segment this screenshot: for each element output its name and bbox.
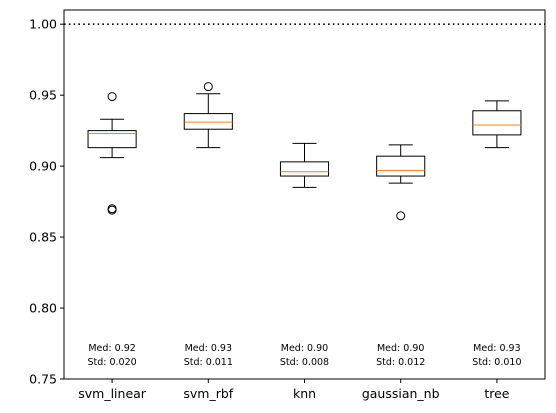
- annotation-std: Std: 0.010: [472, 357, 521, 368]
- box-iqr: [183, 113, 233, 130]
- outlier-point: [107, 92, 117, 102]
- axes: 0.75 0.80 0.85 0.90 0.95 1.00 svm_linear svm_rb…: [29, 17, 510, 401]
- plot-area: [64, 10, 545, 379]
- x-tick-label: knn: [293, 386, 316, 401]
- annotation-std: Std: 0.020: [87, 357, 136, 368]
- y-tick-label: 0.80: [29, 301, 57, 316]
- box-svm_rbf: Med: 0.93 Std: 0.011: [183, 82, 233, 368]
- annotation-median: Med: 0.93: [473, 343, 520, 354]
- outlier-point: [396, 211, 406, 221]
- box-svm_linear: Med: 0.92 Std: 0.020: [87, 92, 137, 368]
- y-tick-label: 0.75: [29, 372, 57, 387]
- annotation-std: Std: 0.008: [280, 357, 329, 368]
- y-tick-label: 0.90: [29, 159, 57, 174]
- x-tick-label: svm_rbf: [183, 386, 233, 401]
- box-tree: Med: 0.93 Std: 0.010: [472, 100, 522, 368]
- outlier-point: [203, 82, 213, 92]
- box-knn: Med: 0.90 Std: 0.008: [279, 142, 330, 368]
- annotation-median: Med: 0.90: [281, 343, 328, 354]
- y-tick-label: 0.95: [29, 88, 57, 103]
- x-tick-label: tree: [484, 386, 509, 401]
- y-tick-label: 0.85: [29, 230, 57, 245]
- box-iqr: [376, 155, 426, 177]
- box-iqr: [279, 161, 330, 177]
- box-iqr: [472, 110, 522, 136]
- y-tick-label: 1.00: [29, 17, 57, 32]
- annotation-median: Med: 0.92: [88, 343, 135, 354]
- annotation-median: Med: 0.90: [377, 343, 424, 354]
- outlier-point: [107, 205, 117, 215]
- annotation-std: Std: 0.011: [184, 357, 233, 368]
- annotation-median: Med: 0.93: [185, 343, 232, 354]
- annotation-std: Std: 0.012: [376, 357, 425, 368]
- box-gaussian_nb: Med: 0.90 Std: 0.012: [376, 144, 426, 368]
- box-iqr: [87, 130, 137, 149]
- x-tick-label: gaussian_nb: [362, 386, 440, 401]
- x-tick-label: svm_linear: [78, 386, 147, 401]
